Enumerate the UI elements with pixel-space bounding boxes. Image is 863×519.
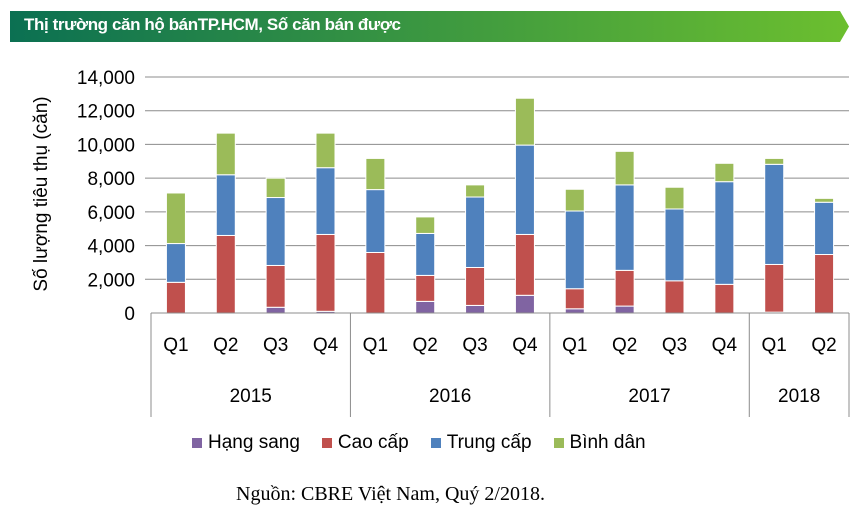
x-tick-label: Q4	[712, 335, 738, 356]
chart-title-banner: Thị trường căn hộ bánTP.HCM, Số căn bán …	[10, 11, 849, 42]
x-tick-label: Q1	[163, 335, 188, 356]
legend-label: Trung cấp	[446, 432, 532, 453]
x-tick-label: Q1	[363, 335, 388, 356]
bar-segment-hạng-sang	[564, 308, 585, 314]
y-axis-label: Số lượng tiêu thụ (căn)	[31, 96, 52, 291]
bar-segment-cao-cấp	[714, 283, 735, 314]
x-tick-label: Q2	[213, 335, 238, 356]
bar-segment-trung-cấp	[215, 174, 236, 236]
x-tick-label: Q2	[612, 335, 637, 356]
y-tick-label: 10,000	[77, 135, 135, 156]
y-tick-label: 14,000	[77, 68, 135, 89]
bar-segment-bình-dân	[265, 177, 286, 199]
y-tick-label: 4,000	[87, 237, 135, 258]
x-group-label: 2017	[628, 386, 670, 407]
legend-swatch	[321, 438, 332, 448]
bar-segment-cao-cấp	[664, 280, 685, 314]
bar-segment-bình-dân	[215, 132, 236, 176]
bar-segment-trung-cấp	[265, 197, 286, 266]
bar-segment-trung-cấp	[614, 184, 635, 271]
y-tick-label: 0	[124, 304, 135, 325]
bar-segment-trung-cấp	[165, 243, 186, 283]
bar-segment-trung-cấp	[664, 208, 685, 282]
bar-segment-trung-cấp	[564, 210, 585, 290]
bar-segment-cao-cấp	[465, 266, 486, 306]
bar-segment-bình-dân	[814, 197, 835, 203]
x-tick-label: Q1	[562, 335, 587, 356]
bar-segment-trung-cấp	[415, 232, 436, 276]
y-tick-label: 12,000	[77, 102, 135, 123]
bar-segment-cao-cấp	[415, 274, 436, 302]
legend-item: Trung cấp	[430, 432, 532, 454]
y-tick-label: 6,000	[87, 203, 135, 224]
x-axis: 2015 2016 2017 2018 Q1 Q2 Q3 Q4 Q1 Q2 Q3 Q4 Q1 Q2 Q3 Q4…	[150, 312, 850, 417]
bars	[165, 97, 835, 314]
x-tick-label: Q3	[662, 335, 687, 356]
x-tick-label: Q2	[811, 335, 836, 356]
bar-segment-hạng-sang	[415, 300, 436, 314]
bar-segment-trung-cấp	[814, 201, 835, 256]
bar-segment-hạng-sang	[265, 306, 286, 314]
bar-segment-bình-dân	[714, 162, 735, 183]
legend-item: Cao cấp	[321, 432, 409, 454]
bar-segment-cao-cấp	[814, 254, 835, 314]
banner-arrow-shape	[10, 11, 849, 42]
x-group-label: 2016	[429, 386, 471, 407]
y-tick-label: 8,000	[87, 169, 135, 190]
bar-segment-trung-cấp	[465, 196, 486, 268]
x-group-label: 2015	[230, 386, 272, 407]
legend-label: Hạng sang	[208, 432, 300, 453]
bar-segment-hạng-sang	[465, 304, 486, 314]
bar-segment-cao-cấp	[215, 234, 236, 314]
bar-segment-cao-cấp	[564, 288, 585, 310]
x-tick-label: Q2	[413, 335, 438, 356]
bar-segment-cao-cấp	[764, 263, 785, 313]
bar-segment-bình-dân	[415, 216, 436, 234]
bar-segment-cao-cấp	[265, 264, 286, 308]
gridlines	[145, 76, 849, 280]
bar-segment-trung-cấp	[764, 163, 785, 265]
legend-label: Cao cấp	[337, 432, 409, 453]
bar-segment-cao-cấp	[614, 269, 635, 307]
legend-swatch	[192, 438, 202, 448]
y-axis-tick-labels: 0 2,000 4,000 6,000 8,000 10,000 12,000 14,000	[77, 68, 135, 325]
stacked-bar-chart: 02,0004,0006,0008,00010,00012,00014,000 …	[31, 68, 850, 417]
bar-segment-trung-cấp	[365, 189, 386, 253]
x-tick-label: Q1	[762, 335, 787, 356]
bar-segment-bình-dân	[664, 186, 685, 210]
bar-segment-bình-dân	[614, 150, 635, 186]
bar-segment-cao-cấp	[315, 233, 336, 312]
x-tick-label: Q4	[512, 335, 538, 356]
source-note: Nguồn: CBRE Việt Nam, Quý 2/2018.	[236, 483, 545, 505]
bar-segment-trung-cấp	[714, 181, 735, 285]
x-tick-label: Q4	[313, 335, 339, 356]
bar-segment-hạng-sang	[514, 294, 535, 314]
legend-item: Bình dân	[553, 432, 646, 454]
bar-segment-bình-dân	[564, 188, 585, 212]
bar-segment-hạng-sang	[614, 305, 635, 314]
x-tick-label: Q3	[263, 335, 288, 356]
bar-segment-trung-cấp	[514, 144, 535, 235]
bar-segment-cao-cấp	[514, 233, 535, 296]
legend-label: Bình dân	[569, 432, 646, 453]
bar-segment-bình-dân	[315, 132, 336, 169]
x-group-label: 2018	[778, 386, 820, 407]
bar-segment-trung-cấp	[315, 167, 336, 235]
bar-segment-bình-dân	[165, 192, 186, 245]
legend: Hạng sang Cao cấp Trung cấp Bình dân	[192, 430, 668, 456]
bar-segment-bình-dân	[365, 157, 386, 191]
y-tick-label: 2,000	[87, 270, 135, 291]
bar-segment-bình-dân	[764, 157, 785, 165]
legend-item: Hạng sang	[192, 432, 300, 454]
bar-segment-cao-cấp	[365, 251, 386, 314]
bar-segment-cao-cấp	[165, 281, 186, 314]
legend-swatch	[553, 438, 564, 448]
bar-segment-bình-dân	[514, 97, 535, 146]
bar-segment-bình-dân	[465, 184, 486, 198]
legend-swatch	[430, 438, 441, 448]
chart-title: Thị trường căn hộ bánTP.HCM, Số căn bán …	[24, 15, 401, 34]
x-tick-label: Q3	[462, 335, 487, 356]
